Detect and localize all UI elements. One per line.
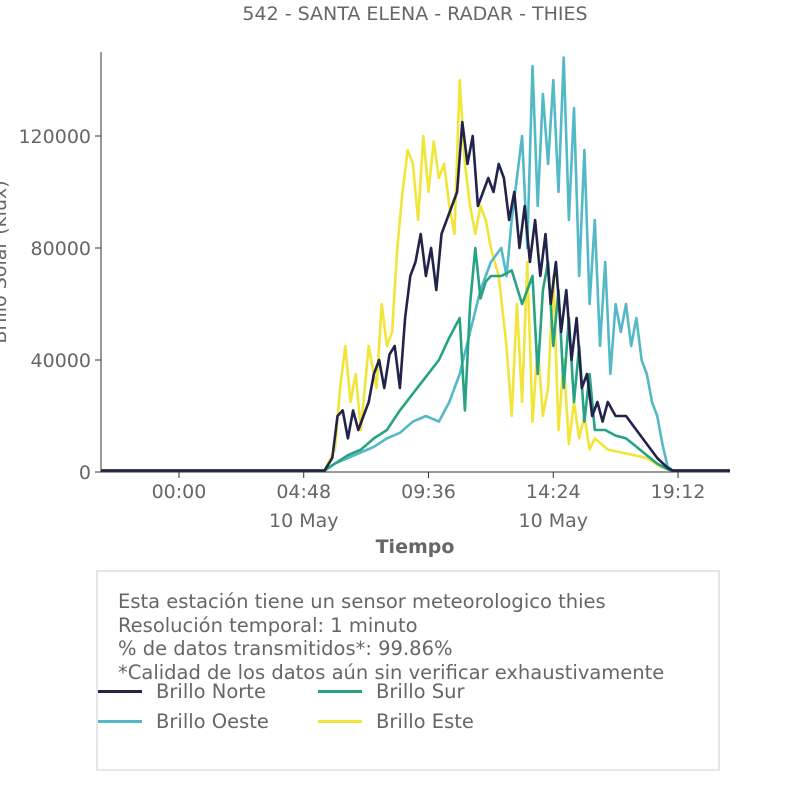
x-tick-label: 00:00 [152,481,207,503]
solar-brightness-chart: 542 - SANTA ELENA - RADAR - THIES Brillo… [0,3,730,558]
legend-swatch [318,690,362,693]
x-tick-label: 04:48 [276,481,331,503]
legend-swatch [98,720,142,723]
legend-item-brillo-sur: Brillo Sur [318,680,465,703]
x-axis-label: Tiempo [376,536,455,558]
legend-label: Brillo Norte [156,680,266,703]
legend-swatch [318,720,362,723]
legend-swatch [98,690,142,693]
x-tick-label: 09:36 [401,481,456,503]
y-tick-label: 120000 [18,126,91,148]
x-tick-date-label: 10 May [269,510,339,532]
legend-item-brillo-este: Brillo Este [318,710,474,733]
y-tick-label: 80000 [31,238,91,260]
y-tick-label: 40000 [31,350,91,372]
series-line-brillo-este [101,78,730,472]
y-ticks: 0 40000 80000 120000 [18,126,101,484]
info-line-transmitted: % de datos transmitidos*: 99.86% [118,637,453,660]
station-info-text: Esta estación tiene un sensor meteorolog… [118,590,664,684]
series-layer [101,56,730,472]
legend-item-brillo-norte: Brillo Norte [98,680,266,703]
legend-label: Brillo Sur [376,680,465,703]
x-tick-date-label: 10 May [519,510,589,532]
y-axis-label: Brillo Solar (klux) [0,180,11,343]
info-line-sensor: Esta estación tiene un sensor meteorolog… [118,590,606,613]
info-line-quality: *Calidad de los datos aún sin verificar … [118,660,665,684]
legend-label: Brillo Este [376,710,474,733]
x-tick-label: 14:24 [526,481,581,503]
x-ticks: 00:00 04:48 10 May 09:36 14:24 10 May 19:12 [152,472,706,532]
series-line-brillo-norte [101,120,730,472]
series-line-brillo-sur [101,246,730,472]
chart-title: 542 - SANTA ELENA - RADAR - THIES [242,3,587,25]
station-info-box: Esta estación tiene un sensor meteorolog… [96,570,720,771]
info-line-resolution: Resolución temporal: 1 minuto [118,613,418,637]
x-tick-label: 19:12 [651,481,706,503]
series-line-brillo-oeste [101,56,730,472]
y-axis-label-group: Brillo Solar (klux) [0,180,11,343]
y-tick-label: 0 [79,462,91,484]
legend-item-brillo-oeste: Brillo Oeste [98,710,269,733]
legend-label: Brillo Oeste [156,710,269,733]
